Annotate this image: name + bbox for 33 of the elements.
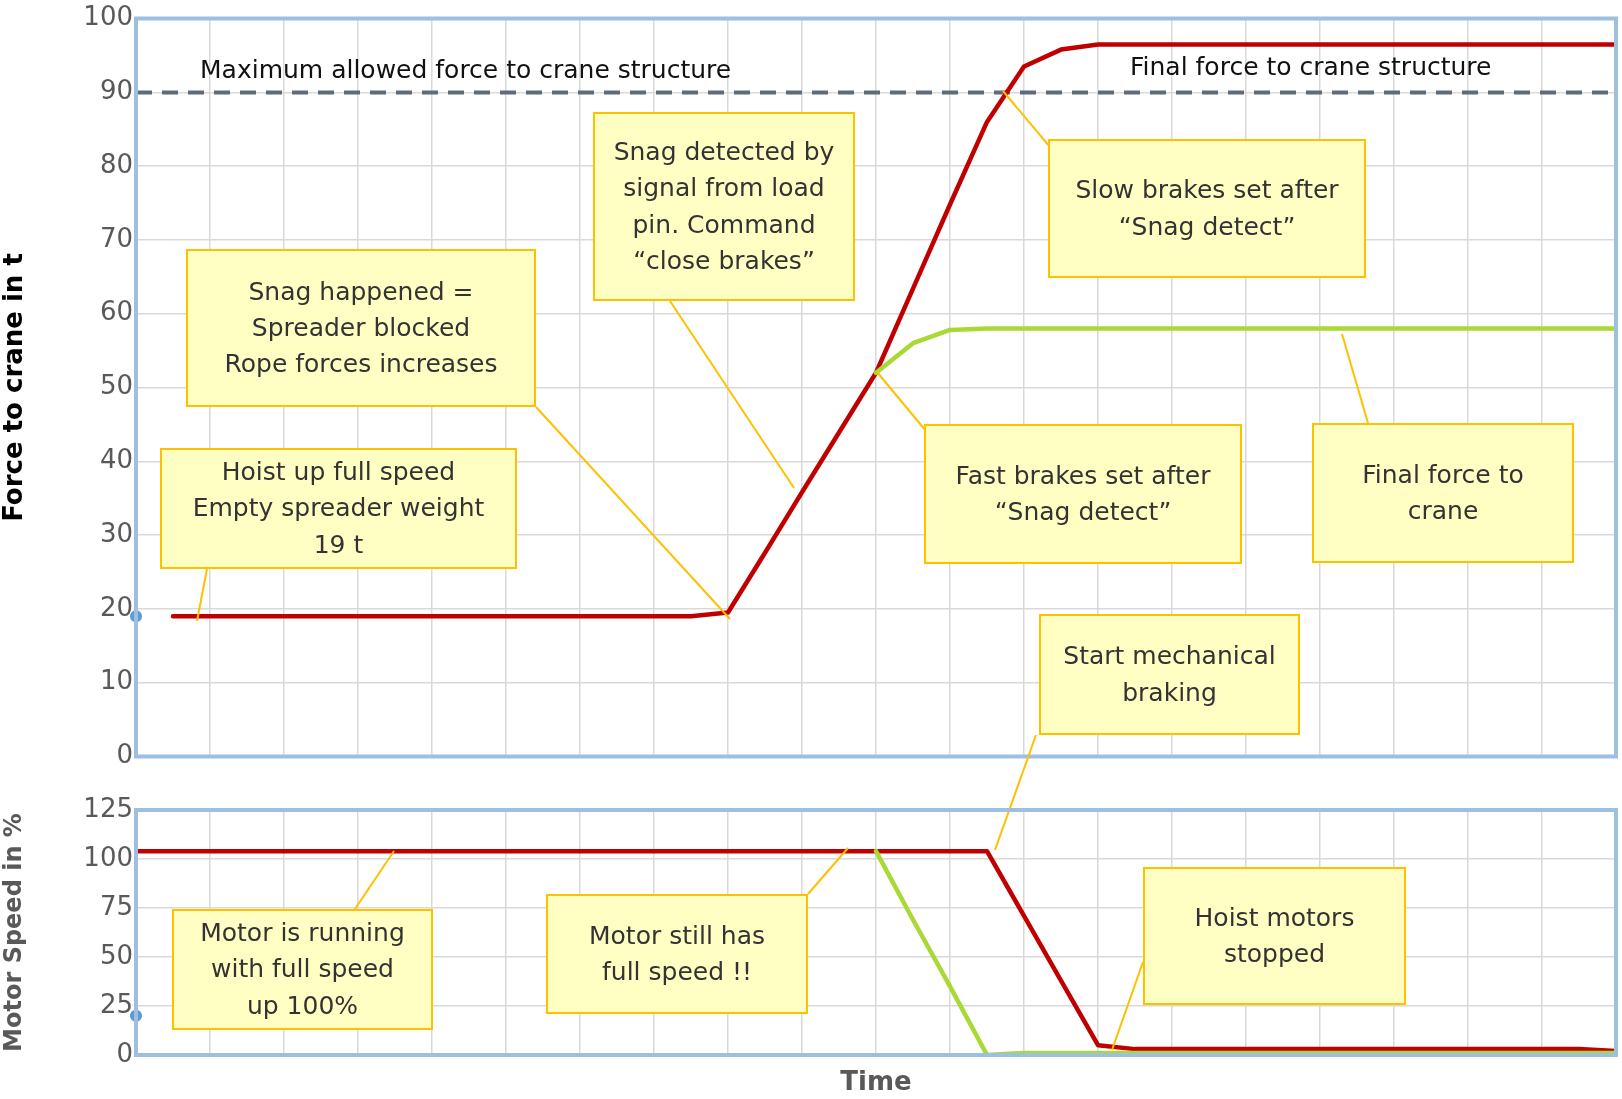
annotation: Hoist up full speed Empty spreader weight 19 t (160, 448, 517, 569)
annotation: Snag happened = Spreader blocked Rope forces increases (186, 249, 536, 407)
y-axis-title: Motor Speed in % (0, 813, 27, 1052)
callout-box: Start mechanical braking (995, 614, 1300, 850)
y-tick-label: 50 (99, 939, 133, 970)
y-tick-label: 30 (99, 517, 133, 548)
annotation: Start mechanical braking (1039, 614, 1300, 735)
x-axis-title: Time (840, 1066, 912, 1097)
annotation: Hoist motors stopped (1143, 867, 1406, 1005)
y-tick-label: 10 (99, 665, 133, 696)
y-tick-label: 50 (99, 370, 133, 401)
y-tick-label: 125 (83, 792, 133, 823)
annotation: Slow brakes set after “Snag detect” (1048, 139, 1366, 278)
y-tick-label: 100 (83, 841, 133, 872)
annotation: Motor still has full speed !! (546, 894, 808, 1014)
y-tick-label: 60 (99, 296, 133, 327)
y-tick-label: 25 (99, 988, 133, 1019)
annotation: Snag detected by signal from load pin. Command “close brakes” (593, 112, 855, 301)
y-tick-label: 40 (99, 444, 133, 475)
annotation: Final force to crane (1312, 423, 1574, 563)
annotation: Final force to crane structure (1130, 52, 1492, 81)
y-tick-label: 0 (116, 1037, 133, 1068)
y-tick-label: 90 (99, 75, 133, 106)
y-tick-label: 80 (99, 148, 133, 179)
y-tick-label: 20 (99, 591, 133, 622)
y-tick-label: 0 (116, 739, 133, 770)
y-tick-label: 100 (83, 1, 133, 32)
annotation: Motor is running with full speed up 100% (172, 909, 433, 1030)
annotation: Fast brakes set after “Snag detect” (924, 424, 1242, 564)
y-tick-label: 70 (99, 222, 133, 253)
y-axis-title: Force to crane in t (0, 253, 29, 522)
y-tick-label: 75 (99, 890, 133, 921)
ref-line-label: Maximum allowed force to crane structure (200, 55, 732, 85)
